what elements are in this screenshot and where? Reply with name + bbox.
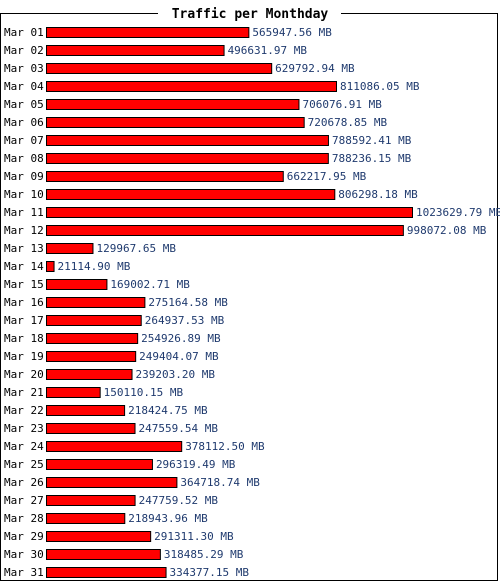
category-label: Mar 13 [4, 242, 44, 255]
category-label: Mar 17 [4, 314, 44, 327]
category-label: Mar 31 [4, 566, 44, 579]
bar [46, 27, 250, 38]
category-label: Mar 19 [4, 350, 44, 363]
bar [46, 153, 329, 164]
chart-title-background [158, 4, 341, 22]
value-label: 247759.52 MB [139, 494, 219, 507]
value-label: 247559.54 MB [139, 422, 219, 435]
value-label: 629792.94 MB [275, 62, 355, 75]
category-label: Mar 10 [4, 188, 44, 201]
bar [46, 531, 152, 542]
category-label: Mar 27 [4, 494, 44, 507]
bar [46, 459, 153, 470]
category-label: Mar 20 [4, 368, 44, 381]
value-label: 218424.75 MB [128, 404, 208, 417]
bar [46, 63, 273, 74]
bar [46, 549, 161, 560]
bar [46, 225, 404, 236]
value-label: 169002.71 MB [110, 278, 190, 291]
bar [46, 279, 108, 290]
value-label: 811086.05 MB [340, 80, 420, 93]
category-label: Mar 04 [4, 80, 44, 93]
value-label: 998072.08 MB [407, 224, 487, 237]
category-label: Mar 21 [4, 386, 44, 399]
bar [46, 171, 284, 182]
value-label: 378112.50 MB [185, 440, 265, 453]
value-label: 275164.58 MB [148, 296, 228, 309]
value-label: 806298.18 MB [338, 188, 418, 201]
value-label: 720678.85 MB [308, 116, 388, 129]
category-label: Mar 12 [4, 224, 44, 237]
bar [46, 243, 94, 254]
bar [46, 387, 101, 398]
bar [46, 45, 225, 56]
value-label: 788236.15 MB [332, 152, 412, 165]
bar [46, 333, 139, 344]
chart-title: Traffic per Monthday [172, 7, 329, 22]
value-label: 21114.90 MB [58, 260, 131, 273]
category-label: Mar 23 [4, 422, 44, 435]
value-label: 296319.49 MB [156, 458, 236, 471]
bar [46, 441, 183, 452]
category-label: Mar 11 [4, 206, 44, 219]
bar [46, 495, 136, 506]
bar [46, 369, 133, 380]
category-label: Mar 24 [4, 440, 44, 453]
value-label: 788592.41 MB [332, 134, 412, 147]
bar [46, 423, 136, 434]
value-label: 706076.91 MB [302, 98, 382, 111]
category-label: Mar 29 [4, 530, 44, 543]
bar [46, 99, 300, 110]
category-label: Mar 09 [4, 170, 44, 183]
bar [46, 207, 413, 218]
bars-layer: Mar 01 565947.56 MB Mar 02 496631.97 MB Mar … [4, 26, 500, 579]
value-label: 218943.96 MB [128, 512, 208, 525]
value-label: 254926.89 MB [141, 332, 221, 345]
bar [46, 135, 329, 146]
category-label: Mar 26 [4, 476, 44, 489]
category-label: Mar 15 [4, 278, 44, 291]
category-label: Mar 22 [4, 404, 44, 417]
value-label: 264937.53 MB [145, 314, 225, 327]
category-label: Mar 07 [4, 134, 44, 147]
category-label: Mar 25 [4, 458, 44, 471]
bar [46, 117, 305, 128]
value-label: 318485.29 MB [164, 548, 244, 561]
value-label: 129967.65 MB [96, 242, 176, 255]
category-label: Mar 16 [4, 296, 44, 309]
value-label: 249404.07 MB [139, 350, 219, 363]
bar [46, 297, 146, 308]
value-label: 291311.30 MB [154, 530, 234, 543]
value-label: 334377.15 MB [170, 566, 250, 579]
category-label: Mar 06 [4, 116, 44, 129]
value-label: 1023629.79 MB [416, 206, 500, 219]
bar [46, 351, 137, 362]
value-label: 239203.20 MB [136, 368, 216, 381]
bar [46, 81, 338, 92]
bar [46, 513, 126, 524]
value-label: 496631.97 MB [228, 44, 308, 57]
category-label: Mar 05 [4, 98, 44, 111]
bar [46, 261, 55, 272]
category-label: Mar 18 [4, 332, 44, 345]
category-label: Mar 08 [4, 152, 44, 165]
category-label: Mar 01 [4, 26, 44, 39]
bar [46, 405, 126, 416]
category-label: Mar 30 [4, 548, 44, 561]
value-label: 364718.74 MB [180, 476, 260, 489]
category-label: Mar 28 [4, 512, 44, 525]
category-label: Mar 03 [4, 62, 44, 75]
value-label: 662217.95 MB [287, 170, 367, 183]
value-label: 150110.15 MB [104, 386, 184, 399]
bar [46, 477, 178, 488]
value-label: 565947.56 MB [252, 26, 332, 39]
bar [46, 189, 336, 200]
bar [46, 315, 142, 326]
category-label: Mar 14 [4, 260, 44, 273]
category-label: Mar 02 [4, 44, 44, 57]
bar [46, 567, 167, 578]
